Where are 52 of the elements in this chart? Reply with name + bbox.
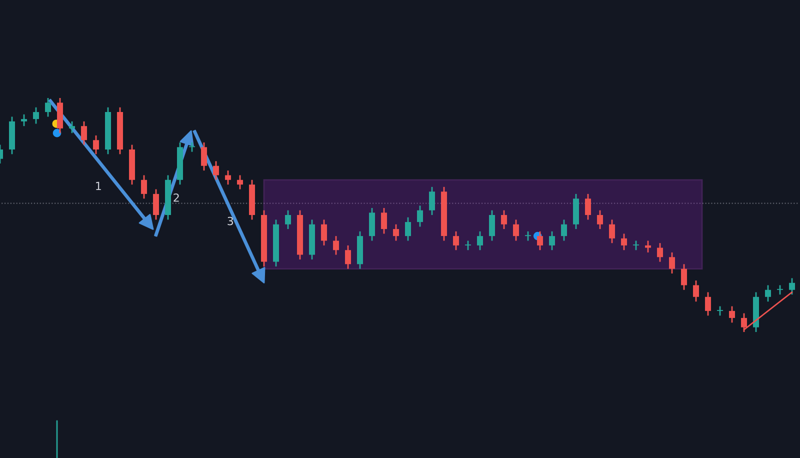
candlestick: [393, 224, 399, 242]
candlestick: [201, 142, 207, 172]
candlestick: [285, 210, 291, 230]
candlestick: [477, 230, 483, 251]
candlestick: [705, 292, 711, 316]
candlestick: [21, 114, 27, 127]
candlestick: [609, 218, 615, 244]
candlestick: [213, 160, 219, 181]
candlestick: [429, 186, 435, 216]
candlestick: [777, 284, 783, 296]
annotation: 1: [96, 182, 101, 190]
candlestick: [225, 170, 231, 186]
candlestick: [417, 204, 423, 228]
candlestick: [501, 210, 507, 230]
candlestick: [561, 218, 567, 242]
candlestick: [669, 252, 675, 274]
candlestick: [657, 242, 663, 262]
candlestick: [93, 134, 99, 155]
candlestick: [729, 306, 735, 324]
candlestick: [321, 218, 327, 246]
candlestick: [369, 207, 375, 242]
candlestick: [525, 230, 531, 242]
candlestick: [465, 240, 471, 251]
candlestick: [69, 120, 75, 134]
candlestick: [693, 280, 699, 302]
candlestick: [33, 106, 39, 124]
candlestick: [585, 193, 591, 220]
candlestick: [645, 240, 651, 254]
candlestick: [45, 97, 51, 118]
candlestick: [453, 230, 459, 251]
candlestick: [345, 244, 351, 270]
annotation: 2: [174, 193, 179, 202]
candlestick: [513, 218, 519, 242]
candlestick: [81, 120, 87, 146]
candlestick: [717, 306, 723, 316]
candlestick: [153, 188, 159, 220]
candlestick: [189, 142, 195, 153]
candlestick: [549, 230, 555, 251]
candlestick: [405, 216, 411, 242]
candlestick: [141, 174, 147, 200]
candlestick: [633, 240, 639, 251]
candlestick: [537, 230, 543, 251]
candlestick: [681, 263, 687, 291]
candlestick: [237, 174, 243, 190]
candlestick: [381, 207, 387, 234]
candlestick: [789, 277, 795, 296]
candlestick: [489, 210, 495, 242]
candlestick: [597, 210, 603, 230]
candlestick: [621, 233, 627, 251]
annotation: 3: [228, 216, 234, 226]
candlestick: [765, 284, 771, 302]
candlestick: [333, 235, 339, 256]
